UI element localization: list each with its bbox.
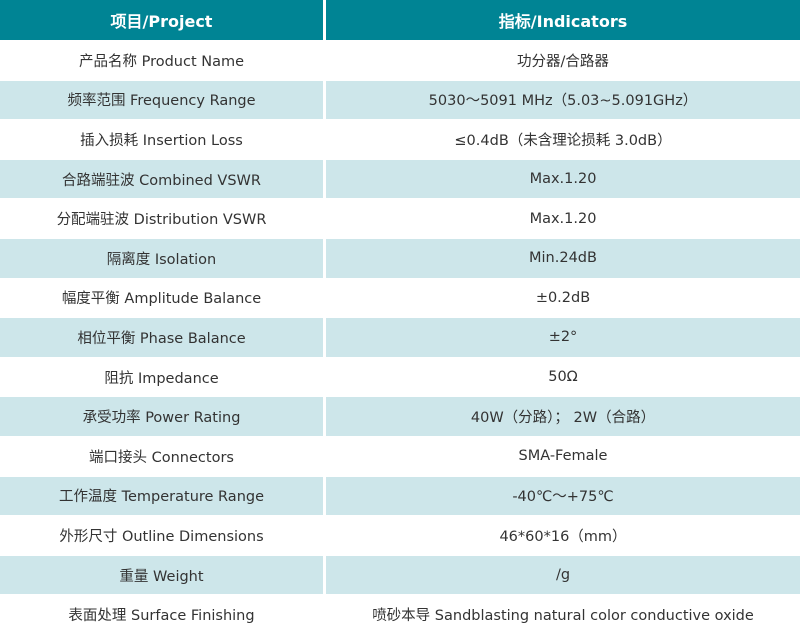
cell-project: 插入损耗 Insertion Loss: [80, 132, 243, 149]
table-header: 项目/Project 指标/Indicators: [0, 0, 800, 40]
table-row: 外形尺寸 Outline Dimensions 46*60*16（mm）: [0, 516, 800, 555]
table-row: 相位平衡 Phase Balance ±2°: [0, 318, 800, 357]
cell-indicator: SMA-Female: [518, 448, 608, 465]
cell-project: 幅度平衡 Amplitude Balance: [61, 291, 262, 308]
cell-project: 表面处理 Surface Finishing: [68, 608, 255, 625]
header-project: 项目/Project: [0, 0, 323, 40]
cell-indicator: Max.1.20: [529, 210, 597, 227]
table-row: 幅度平衡 Amplitude Balance ±0.2dB: [0, 279, 800, 318]
cell-project: 相位平衡 Phase Balance: [0, 318, 323, 357]
table-row: 工作温度 Temperature Range -40℃～+75℃: [0, 476, 800, 516]
cell-indicator: -40℃～+75℃: [326, 476, 800, 516]
header-indicators: 指标/Indicators: [326, 0, 800, 40]
table-row: 产品名称 Product Name 功分器/合路器: [0, 41, 800, 80]
cell-indicator: 40W（分路）； 2W（合路）: [326, 397, 800, 436]
cell-project: 重量 Weight: [0, 555, 323, 595]
cell-project: 分配端驻波 Distribution VSWR: [56, 212, 267, 229]
cell-project: 合路端驻波 Combined VSWR: [0, 159, 323, 199]
table-row: 表面处理 Surface Finishing 喷砂本导 Sandblasting …: [0, 595, 800, 634]
cell-indicator: 50Ω: [548, 369, 578, 386]
cell-indicator: ±2°: [326, 318, 800, 357]
table-row: 阻抗 Impedance 50Ω: [0, 358, 800, 397]
table-row: 承受功率 Power Rating 40W（分路）； 2W（合路）: [0, 397, 800, 436]
cell-project: 端口接头 Connectors: [89, 449, 234, 466]
cell-indicator: 喷砂本导 Sandblasting natural color conducti…: [372, 608, 754, 625]
cell-project: 外形尺寸 Outline Dimensions: [59, 528, 264, 545]
cell-project: 频率范围 Frequency Range: [0, 80, 323, 120]
cell-project: 产品名称 Product Name: [78, 53, 245, 70]
cell-indicator: Min.24dB: [326, 238, 800, 278]
cell-project: 隔离度 Isolation: [0, 238, 323, 278]
table-row: 分配端驻波 Distribution VSWR Max.1.20: [0, 199, 800, 238]
cell-indicator: /g: [326, 555, 800, 595]
cell-indicator: 功分器/合路器: [517, 53, 609, 70]
table-row: 隔离度 Isolation Min.24dB: [0, 238, 800, 278]
cell-project: 工作温度 Temperature Range: [0, 476, 323, 516]
table-row: 端口接头 Connectors SMA-Female: [0, 437, 800, 476]
table-row: 频率范围 Frequency Range 5030～5091 MHz（5.03~5…: [0, 80, 800, 120]
table-row: 插入损耗 Insertion Loss ≤0.4dB（未含理论损耗 3.0dB）: [0, 120, 800, 159]
cell-indicator: 46*60*16（mm）: [499, 528, 627, 545]
cell-indicator: 5030～5091 MHz（5.03~5.091GHz）: [326, 80, 800, 120]
cell-indicator: Max.1.20: [326, 159, 800, 199]
cell-indicator: ±0.2dB: [535, 289, 591, 306]
table-row: 合路端驻波 Combined VSWR Max.1.20: [0, 159, 800, 199]
cell-project: 阻抗 Impedance: [104, 370, 219, 387]
cell-project: 承受功率 Power Rating: [0, 397, 323, 436]
table-row: 重量 Weight/g: [0, 555, 800, 595]
cell-indicator: ≤0.4dB（未含理论损耗 3.0dB）: [454, 132, 672, 149]
